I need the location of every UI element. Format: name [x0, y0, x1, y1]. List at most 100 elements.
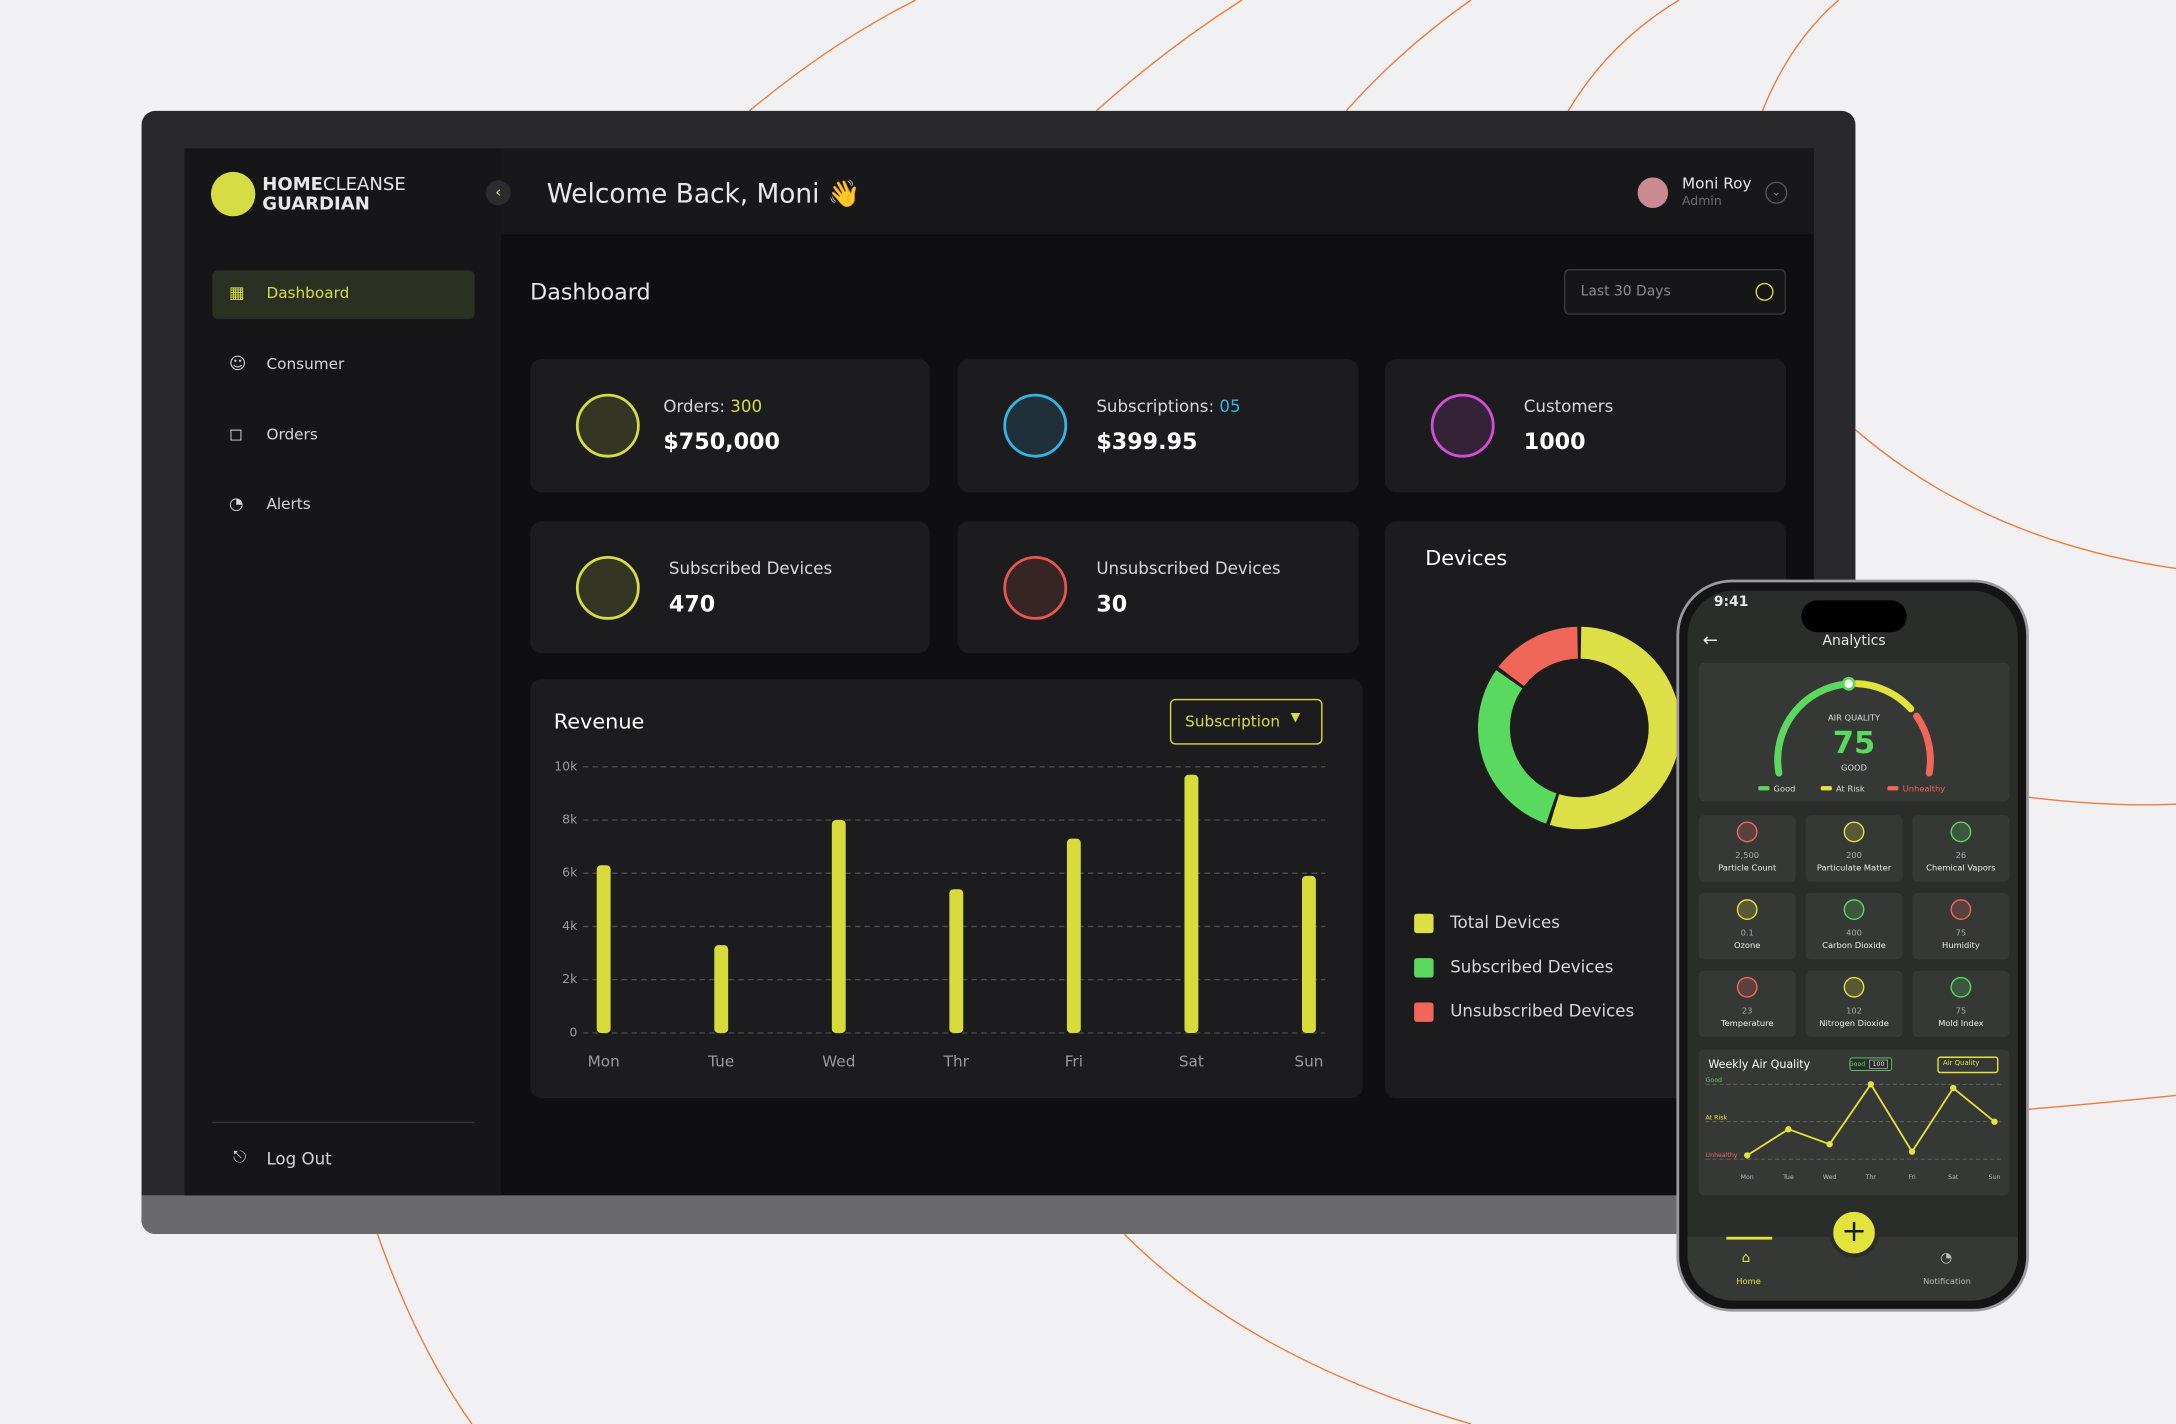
curve	[1345, 0, 1472, 112]
donut-segment	[1498, 626, 1578, 687]
nav-item[interactable]: Dashboard	[266, 284, 350, 303]
nav-item[interactable]: Orders	[266, 425, 318, 444]
bar	[1066, 838, 1081, 1033]
gauge-arc	[1853, 680, 1915, 713]
phone-title: Analytics	[1822, 633, 1886, 649]
legend-swatch	[1414, 958, 1434, 978]
bar	[1184, 774, 1199, 1033]
gauge-arc	[1913, 712, 1934, 777]
sensor-card	[1912, 970, 2010, 1038]
sidebar	[184, 148, 501, 1196]
sensor-card	[1805, 892, 1903, 960]
sensor-icon	[1950, 821, 1972, 843]
sensor-value: 102	[1846, 1005, 1862, 1015]
sensor-icon	[1843, 899, 1865, 920]
tab-indicator	[1726, 1236, 1773, 1240]
sensor-card	[1698, 892, 1796, 960]
curve	[2028, 796, 2176, 806]
stat-label-row: Customers	[1524, 397, 1614, 416]
stat-value: 470	[668, 590, 716, 618]
line-point	[1826, 1141, 1833, 1148]
stat-value: $399.95	[1096, 428, 1198, 455]
curve	[1761, 0, 1840, 112]
brand-guardian: GUARDIAN	[262, 194, 370, 215]
gauge-legend-label: Unhealthy	[1903, 783, 1946, 793]
collapse-button[interactable]: ‹	[485, 180, 511, 206]
y-tick-label: 4k	[562, 918, 578, 933]
sensor-label: Carbon Dioxide	[1822, 940, 1886, 950]
stat-label-row: Orders: 300	[663, 397, 762, 416]
range-text: Last 30 Days	[1580, 284, 1671, 300]
weekly-filter-text: Air Quality	[1942, 1059, 1980, 1068]
sensor-label: Ozone	[1734, 940, 1760, 950]
curve	[2028, 1094, 2176, 1110]
curve	[376, 1233, 473, 1424]
line-point	[1950, 1084, 1957, 1092]
line-point	[1743, 1152, 1751, 1159]
gauge-arc	[1774, 680, 1851, 777]
add-button[interactable]: +	[1829, 1207, 1880, 1258]
weekly-card	[1698, 1049, 2010, 1196]
curve	[1123, 1233, 1472, 1424]
stat-label-row: Subscriptions: 05	[1096, 397, 1240, 416]
sensor-label: Temperature	[1720, 1018, 1774, 1028]
stat-count: 300	[730, 396, 763, 416]
sensor-label: Humidity	[1942, 940, 1980, 950]
nav-active[interactable]	[212, 270, 475, 319]
header	[500, 148, 1814, 235]
sensor-icon	[1950, 899, 1972, 920]
y-tick-label: At Risk	[1706, 1115, 1728, 1122]
x-tick-label: Sat	[1179, 1053, 1204, 1071]
legend-label: Unsubscribed Devices	[1450, 1002, 1634, 1021]
stat-value: $750,000	[663, 428, 780, 455]
logout[interactable]: Log Out	[266, 1149, 332, 1169]
tooltip-value: 100	[1873, 1061, 1885, 1068]
tab-home[interactable]: Home	[1736, 1277, 1761, 1287]
user-menu[interactable]: ⌄	[1765, 181, 1788, 204]
tab-notification[interactable]: Notification	[1923, 1277, 1971, 1287]
brand-home: HOME	[262, 174, 324, 196]
y-tick-label: 2k	[562, 971, 578, 986]
range-select[interactable]	[1564, 268, 1787, 315]
avatar[interactable]	[1637, 177, 1669, 208]
x-tick-label: Fri	[1065, 1053, 1083, 1071]
monitor-chin	[141, 1195, 1856, 1235]
sensor-card	[1698, 970, 1796, 1038]
revenue-filter-text: Subscription	[1185, 712, 1281, 731]
legend-label: Total Devices	[1449, 913, 1560, 932]
tooltip-label: Good	[1849, 1061, 1865, 1068]
phone-time: 9:41	[1713, 594, 1749, 611]
bar	[596, 865, 611, 1033]
stat-label: Customers	[1523, 396, 1614, 416]
x-tick-label: Thr	[1865, 1174, 1877, 1181]
sensor-label: Particulate Matter	[1817, 862, 1892, 872]
sensor-value: 2,500	[1735, 850, 1759, 860]
sensor-value: 26	[1956, 850, 1967, 860]
back-arrow[interactable]: ←	[1702, 630, 1718, 652]
gauge-legend-label: Good	[1774, 783, 1796, 793]
brand-cleanse: CLEANSE	[323, 174, 406, 196]
nav-icon: ◔	[228, 493, 244, 514]
stat-icon	[1430, 393, 1495, 458]
curve	[748, 0, 917, 112]
nav-item[interactable]: Alerts	[266, 495, 311, 514]
logout-icon: ⎋	[233, 1146, 247, 1167]
line-series	[1746, 1082, 1996, 1157]
revenue-filter[interactable]	[1169, 698, 1323, 745]
weekly-filter[interactable]	[1937, 1056, 1999, 1074]
donut-segment	[1477, 670, 1557, 824]
logo	[210, 171, 256, 217]
stat-label: Subscriptions:	[1096, 396, 1215, 416]
sensor-value: 23	[1742, 1005, 1753, 1015]
nav-item[interactable]: Consumer	[266, 354, 345, 373]
line-point	[1908, 1148, 1916, 1155]
y-tick-label: Unhealthy	[1706, 1152, 1738, 1159]
x-tick-label: Fri	[1908, 1174, 1916, 1181]
x-tick-label: Sat	[1948, 1174, 1959, 1181]
sensor-value: 400	[1846, 928, 1862, 938]
y-tick-label: 10k	[554, 758, 578, 773]
chart-title: Weekly Air Quality	[1708, 1058, 1810, 1071]
tooltip-box	[1849, 1057, 1893, 1071]
